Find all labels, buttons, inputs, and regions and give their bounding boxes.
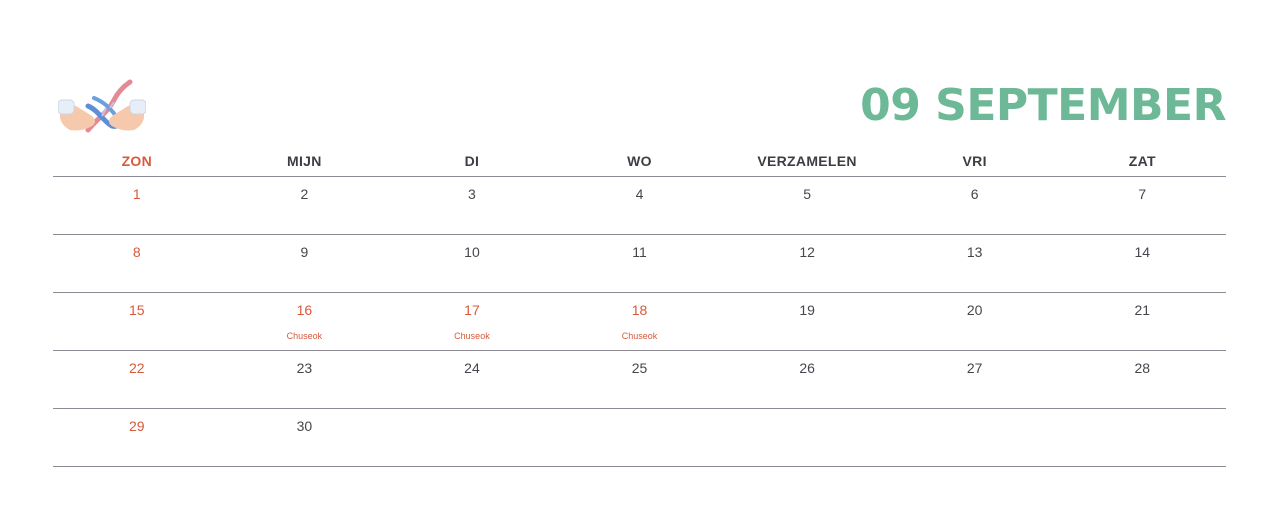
day-number: 28 [1134, 360, 1151, 376]
day-cell[interactable]: 13 [891, 235, 1059, 292]
day-cell[interactable]: 8 [53, 235, 221, 292]
day-number [723, 409, 891, 417]
day-number: 5 [803, 186, 811, 202]
day-number: 22 [129, 360, 145, 376]
day-number: 16 [296, 302, 313, 318]
day-cell[interactable]: 30 [221, 409, 389, 466]
day-number: 10 [464, 244, 480, 260]
day-number: 18 [631, 302, 648, 318]
day-cell[interactable]: 14 [1058, 235, 1226, 292]
day-number: 29 [129, 418, 145, 434]
week-row: 15 16 Chuseok 17 Chuseok 18 Chuseok 19 20 21 [53, 293, 1226, 351]
day-cell[interactable]: 11 [556, 235, 724, 292]
day-cell[interactable]: 19 [723, 293, 891, 350]
day-number [1058, 409, 1226, 417]
day-cell[interactable]: 7 [1058, 177, 1226, 234]
day-number: 24 [464, 360, 480, 376]
day-number: 20 [966, 302, 983, 318]
week-row: 8 9 10 11 12 13 14 [53, 235, 1226, 293]
day-cell[interactable]: 5 [723, 177, 891, 234]
weekday-header-row: ZON MIJN DI WO VERZAMELEN VRI ZAT [53, 146, 1226, 177]
day-number: 17 [464, 302, 480, 318]
day-cell[interactable]: 28 [1058, 351, 1226, 408]
day-cell[interactable]: 25 [556, 351, 724, 408]
holiday-label: Chuseok [286, 331, 323, 341]
day-number: 15 [129, 302, 145, 318]
day-number: 21 [1134, 302, 1151, 318]
day-cell[interactable]: 4 [556, 177, 724, 234]
weekday-fri: VRI [962, 153, 987, 169]
day-number: 23 [296, 360, 313, 376]
day-number: 4 [635, 186, 644, 202]
weekday-sat: ZAT [1128, 153, 1156, 169]
week-row: 1 2 3 4 5 6 7 [53, 177, 1226, 235]
day-cell[interactable]: 10 [388, 235, 556, 292]
day-cell[interactable]: 12 [723, 235, 891, 292]
day-number: 14 [1134, 244, 1151, 260]
day-cell[interactable]: 6 [891, 177, 1059, 234]
day-cell [388, 409, 556, 466]
day-number: 8 [132, 244, 141, 260]
day-number: 1 [132, 186, 141, 202]
weekday-mon: MIJN [287, 153, 322, 169]
day-cell[interactable]: 26 [723, 351, 891, 408]
weeks-container: 1 2 3 4 5 6 7 8 9 10 11 12 13 14 15 16 Chuseok 17 Chuseok 1… [53, 177, 1226, 467]
day-cell[interactable]: 27 [891, 351, 1059, 408]
day-number [891, 409, 1059, 417]
day-cell[interactable]: 20 [891, 293, 1059, 350]
weekday-tue: DI [464, 153, 480, 169]
holiday-label: Chuseok [454, 331, 490, 341]
day-number: 9 [300, 244, 309, 260]
day-cell[interactable]: 21 [1058, 293, 1226, 350]
day-number: 12 [799, 244, 815, 260]
day-cell[interactable]: 23 [221, 351, 389, 408]
day-number: 26 [799, 360, 815, 376]
holiday-label: Chuseok [621, 331, 658, 341]
day-cell[interactable]: 22 [53, 351, 221, 408]
day-number: 13 [966, 244, 983, 260]
weekday-sun: ZON [121, 153, 153, 169]
month-title: 09 SEPTEMBER [860, 80, 1226, 131]
day-number [556, 409, 724, 417]
day-cell[interactable]: 16 Chuseok [221, 293, 389, 350]
day-cell[interactable]: 18 Chuseok [556, 293, 724, 350]
day-cell [556, 409, 724, 466]
day-number: 3 [468, 186, 476, 202]
day-cell[interactable]: 9 [221, 235, 389, 292]
day-number: 30 [296, 418, 313, 434]
day-number: 25 [631, 360, 648, 376]
day-number: 11 [632, 244, 647, 260]
day-cell[interactable]: 3 [388, 177, 556, 234]
weekday-thu: VERZAMELEN [757, 153, 857, 169]
day-cell [723, 409, 891, 466]
week-row: 22 23 24 25 26 27 28 [53, 351, 1226, 409]
day-number: 27 [966, 360, 983, 376]
day-cell[interactable]: 1 [53, 177, 221, 234]
day-cell[interactable]: 15 [53, 293, 221, 350]
day-cell[interactable]: 29 [53, 409, 221, 466]
day-cell[interactable]: 2 [221, 177, 389, 234]
weekday-wed: WO [627, 153, 652, 169]
day-cell[interactable]: 17 Chuseok [388, 293, 556, 350]
day-number: 19 [799, 302, 815, 318]
day-cell[interactable]: 24 [388, 351, 556, 408]
week-row: 29 30 [53, 409, 1226, 467]
day-number [388, 409, 556, 417]
day-number: 2 [300, 186, 309, 202]
day-cell [891, 409, 1059, 466]
day-number: 6 [970, 186, 979, 202]
day-number: 7 [1138, 186, 1147, 202]
day-cell [1058, 409, 1226, 466]
dna-hands-icon [57, 78, 147, 140]
